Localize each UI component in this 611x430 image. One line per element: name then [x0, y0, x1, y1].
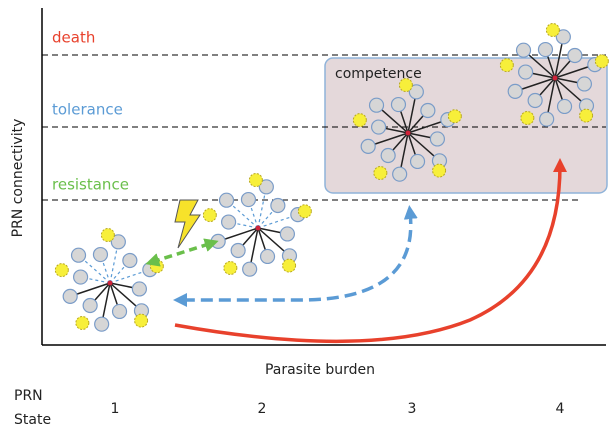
parasite [249, 174, 262, 187]
node [577, 77, 591, 91]
node [508, 84, 522, 98]
node [517, 43, 531, 57]
parasite [76, 316, 89, 329]
parasite [353, 114, 366, 127]
node [519, 65, 533, 79]
node [95, 317, 109, 331]
parasite [448, 110, 461, 123]
node [132, 282, 146, 296]
node [241, 193, 255, 207]
node [430, 132, 444, 146]
node [568, 49, 582, 63]
node [261, 249, 275, 263]
node [74, 270, 88, 284]
x-axis-label: Parasite burden [265, 362, 375, 378]
node [381, 148, 395, 162]
node [231, 243, 245, 257]
node [113, 304, 127, 318]
hub [553, 76, 558, 81]
green-arrow [152, 243, 212, 262]
node [63, 289, 77, 303]
threshold-label: death [52, 29, 95, 47]
threshold-label: resistance [52, 176, 129, 194]
hub [256, 226, 261, 231]
parasite [101, 229, 114, 242]
node [421, 104, 435, 118]
node [72, 248, 86, 262]
state-number: 3 [408, 401, 417, 417]
parasite [135, 314, 148, 327]
parasite [224, 261, 237, 274]
node [361, 139, 375, 153]
hub [406, 131, 411, 136]
parasite [433, 164, 446, 177]
node [93, 248, 107, 262]
node [528, 93, 542, 107]
node [393, 167, 407, 181]
node [370, 98, 384, 112]
hub [108, 281, 113, 286]
node [123, 254, 137, 268]
node [372, 120, 386, 134]
parasite [595, 55, 608, 68]
node [391, 98, 405, 112]
node [558, 99, 572, 113]
parasite [203, 209, 216, 222]
node [280, 227, 294, 241]
diagram: death tolerance resistance competence PR… [0, 0, 611, 430]
parasite [374, 166, 387, 179]
parasite [55, 264, 68, 277]
parasite [283, 259, 296, 272]
y-axis-label: PRN connectivity [10, 119, 26, 238]
node [411, 154, 425, 168]
node [243, 262, 257, 276]
node [220, 193, 234, 207]
parasite [521, 111, 534, 124]
lightning [175, 200, 200, 248]
parasite [399, 79, 412, 92]
node [222, 215, 236, 229]
parasite [298, 205, 311, 218]
node [540, 112, 554, 126]
threshold-label: tolerance [52, 101, 123, 119]
state-number: 1 [111, 401, 120, 417]
state-number: 2 [258, 401, 267, 417]
node [83, 298, 97, 312]
state-header: State [14, 412, 51, 428]
state-number: 4 [556, 401, 565, 417]
state-header: PRN [14, 388, 43, 404]
node [271, 199, 285, 213]
parasite [500, 59, 513, 72]
node [211, 234, 225, 248]
parasite [546, 24, 559, 37]
node [538, 43, 552, 57]
parasite [580, 109, 593, 122]
